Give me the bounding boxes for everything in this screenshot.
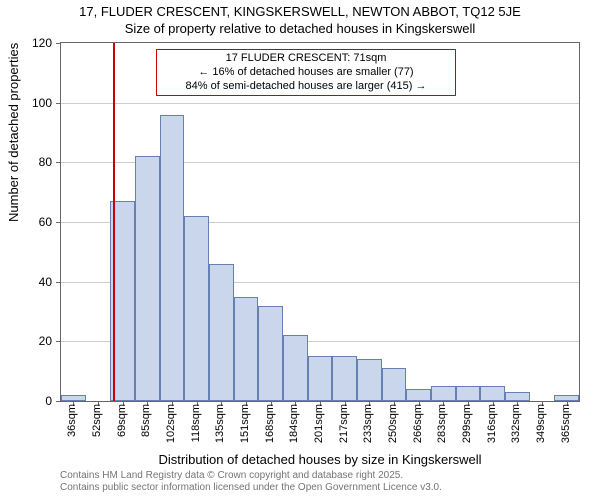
histogram-bar [160, 115, 185, 401]
histogram-bar [184, 216, 209, 401]
histogram-bar [283, 335, 308, 401]
y-tick-label: 20 [2, 334, 52, 348]
chart-title-line1: 17, FLUDER CRESCENT, KINGSKERSWELL, NEWT… [0, 4, 600, 19]
x-tick-label: 85sqm [140, 404, 152, 437]
y-tick-label: 60 [2, 215, 52, 229]
x-tick-label: 233sqm [362, 404, 374, 443]
y-tick [56, 341, 61, 342]
histogram-bar [308, 356, 333, 401]
histogram-bar [406, 389, 431, 401]
histogram-bar [480, 386, 505, 401]
x-tick-label: 201sqm [313, 404, 325, 443]
y-tick [56, 282, 61, 283]
footnote-line1: Contains HM Land Registry data © Crown c… [60, 470, 580, 482]
x-tick-label: 217sqm [338, 404, 350, 443]
x-axis-labels: 36sqm 52sqm 69sqm 85sqm 102sqm 118sqm 135sqm 15… [60, 404, 580, 456]
x-tick-label: 283sqm [436, 404, 448, 443]
histogram-bar [505, 392, 530, 401]
y-tick-label: 40 [2, 275, 52, 289]
annotation-line: 84% of semi-detached houses are larger (… [161, 80, 451, 94]
footnote-line2: Contains public sector information licen… [60, 482, 580, 494]
x-axis-title: Distribution of detached houses by size … [60, 452, 580, 467]
annotation-line: 17 FLUDER CRESCENT: 71sqm [161, 52, 451, 66]
histogram-bar [234, 297, 259, 401]
y-axis-labels: 020406080100120 [0, 42, 56, 402]
histogram-bar [382, 368, 407, 401]
x-tick-label: 266sqm [412, 404, 424, 443]
annotation-line: ← 16% of detached houses are smaller (77… [161, 66, 451, 80]
gridline [61, 103, 579, 104]
x-tick-label: 151sqm [239, 404, 251, 443]
histogram-bar [357, 359, 382, 401]
histogram-bar [332, 356, 357, 401]
x-tick-label: 349sqm [535, 404, 547, 443]
x-tick-label: 69sqm [116, 404, 128, 437]
x-tick-label: 52sqm [91, 404, 103, 437]
y-tick [56, 222, 61, 223]
chart-container: 17, FLUDER CRESCENT, KINGSKERSWELL, NEWT… [0, 0, 600, 500]
x-tick-label: 365sqm [560, 404, 572, 443]
reference-line [113, 43, 115, 401]
x-tick-label: 184sqm [288, 404, 300, 443]
y-tick [56, 43, 61, 44]
x-tick-label: 36sqm [66, 404, 78, 437]
y-tick-label: 80 [2, 155, 52, 169]
y-tick [56, 103, 61, 104]
y-tick-label: 100 [2, 96, 52, 110]
x-tick-label: 299sqm [461, 404, 473, 443]
y-tick [56, 401, 61, 402]
x-tick-label: 332sqm [510, 404, 522, 443]
x-tick-label: 250sqm [387, 404, 399, 443]
chart-title-line2: Size of property relative to detached ho… [0, 21, 600, 36]
x-tick-label: 135sqm [214, 404, 226, 443]
y-tick-label: 0 [2, 394, 52, 408]
x-tick-label: 102sqm [165, 404, 177, 443]
histogram-bar [431, 386, 456, 401]
y-tick-label: 120 [2, 36, 52, 50]
y-tick [56, 162, 61, 163]
histogram-bar [209, 264, 234, 401]
histogram-bar [135, 156, 160, 401]
annotation-box: 17 FLUDER CRESCENT: 71sqm← 16% of detach… [156, 49, 456, 96]
histogram-bar [258, 306, 283, 401]
histogram-bar [456, 386, 481, 401]
footnote: Contains HM Land Registry data © Crown c… [60, 470, 580, 494]
x-tick-label: 316sqm [486, 404, 498, 443]
x-tick-label: 168sqm [264, 404, 276, 443]
x-tick-label: 118sqm [190, 404, 202, 442]
plot-area: 17 FLUDER CRESCENT: 71sqm← 16% of detach… [60, 42, 580, 402]
